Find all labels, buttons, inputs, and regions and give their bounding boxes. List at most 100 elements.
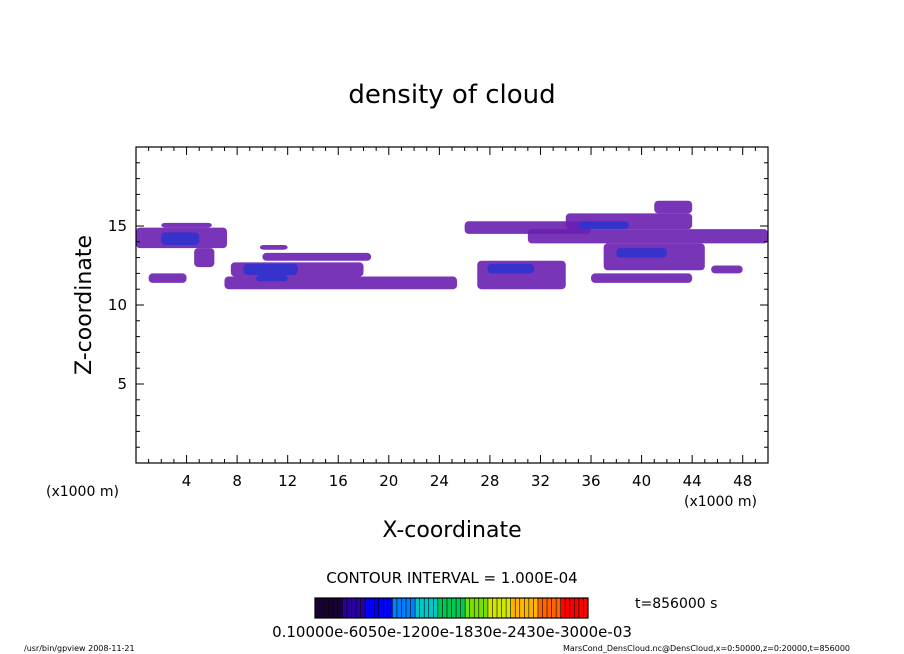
colorbar-swatch bbox=[315, 598, 320, 618]
colorbar bbox=[314, 598, 588, 618]
colorbar-swatch bbox=[487, 598, 493, 618]
x-tick-label: 24 bbox=[430, 472, 449, 490]
y-tick-labels: 5 10 15 bbox=[108, 217, 127, 393]
colorbar-swatch bbox=[342, 598, 347, 618]
colorbar-swatch bbox=[392, 598, 397, 618]
density-region-19 bbox=[711, 265, 743, 274]
colorbar-swatch bbox=[565, 598, 570, 618]
footer-left: /usr/bin/gpview 2008-11-21 bbox=[24, 644, 135, 653]
colorbar-swatch bbox=[433, 598, 438, 618]
footer-right: MarsCond_DensCloud.nc@DensCloud,x=0:5000… bbox=[563, 644, 850, 653]
colorbar-swatch bbox=[528, 598, 534, 618]
colorbar-swatch bbox=[510, 598, 516, 618]
colorbar-swatch bbox=[351, 598, 356, 618]
x-tick-label: 28 bbox=[480, 472, 499, 490]
colorbar-swatch bbox=[415, 598, 420, 618]
colorbar-swatch bbox=[428, 598, 434, 618]
colorbar-swatch bbox=[387, 598, 393, 618]
colorbar-swatch bbox=[451, 598, 457, 618]
colorbar-swatch bbox=[551, 598, 557, 618]
colorbar-swatch bbox=[419, 598, 425, 618]
y-tick-label: 5 bbox=[117, 375, 127, 393]
density-region-21 bbox=[578, 221, 629, 230]
density-region-16 bbox=[654, 200, 693, 214]
x-tick-label: 8 bbox=[232, 472, 242, 490]
colorbar-swatch bbox=[324, 598, 329, 618]
density-region-3 bbox=[148, 273, 187, 283]
colorbar-swatch bbox=[333, 598, 338, 618]
colorbar-swatch bbox=[474, 598, 479, 618]
colorbar-swatch bbox=[578, 598, 584, 618]
contour-interval-label: CONTOUR INTERVAL = 1.000E-04 bbox=[326, 569, 577, 587]
x-tick-label: 44 bbox=[683, 472, 702, 490]
colorbar-swatch bbox=[456, 598, 461, 618]
x-tick-label: 32 bbox=[531, 472, 550, 490]
colorbar-swatch bbox=[497, 598, 502, 618]
colorbar-swatch bbox=[337, 598, 343, 618]
density-region-20 bbox=[616, 248, 667, 258]
colorbar-swatch bbox=[574, 598, 579, 618]
colorbar-swatch bbox=[446, 598, 452, 618]
colorbar-swatch bbox=[369, 598, 375, 618]
x-tick-label: 40 bbox=[632, 472, 651, 490]
colorbar-swatch bbox=[542, 598, 548, 618]
x-axis-label: X-coordinate bbox=[382, 518, 521, 543]
density-region-1 bbox=[161, 222, 212, 228]
colorbar-swatch bbox=[410, 598, 416, 618]
x-tick-label: 20 bbox=[379, 472, 398, 490]
density-region-2 bbox=[194, 248, 215, 268]
x-tick-label: 48 bbox=[733, 472, 752, 490]
axis-ticks bbox=[136, 147, 768, 463]
colorbar-swatch bbox=[469, 598, 475, 618]
colorbar-swatch bbox=[547, 598, 552, 618]
colorbar-swatch bbox=[460, 598, 466, 618]
x-tick-label: 4 bbox=[182, 472, 192, 490]
colorbar-swatch bbox=[524, 598, 529, 618]
density-region-8 bbox=[259, 244, 288, 250]
colorbar-swatch bbox=[569, 598, 575, 618]
colorbar-swatch bbox=[406, 598, 411, 618]
x-unit-left: (x1000 m) bbox=[46, 484, 119, 500]
colorbar-swatch bbox=[478, 598, 484, 618]
x-tick-labels: 4 8 12 16 20 24 28 32 36 40 44 48 bbox=[182, 472, 752, 490]
colorbar-swatch bbox=[437, 598, 443, 618]
colorbar-swatch bbox=[465, 598, 470, 618]
colorbar-swatch bbox=[537, 598, 543, 618]
x-tick-label: 12 bbox=[278, 472, 297, 490]
colorbar-swatch bbox=[346, 598, 352, 618]
chart-title: density of cloud bbox=[348, 80, 555, 110]
y-tick-label: 10 bbox=[108, 296, 127, 314]
colorbar-swatch bbox=[483, 598, 488, 618]
y-tick-label: 15 bbox=[108, 217, 127, 235]
density-region-7 bbox=[262, 252, 372, 261]
colorbar-swatch bbox=[360, 598, 366, 618]
density-region-9 bbox=[243, 263, 298, 275]
colorbar-swatch bbox=[492, 598, 497, 618]
colorbar-swatch bbox=[383, 598, 388, 618]
colorbar-swatch bbox=[355, 598, 361, 618]
colorbar-swatch bbox=[533, 598, 538, 618]
colorbar-swatch bbox=[424, 598, 429, 618]
colorbar-swatch bbox=[501, 598, 507, 618]
colorbar-tick-labels: 0.10000e-6050e-1200e-1830e-2430e-3000e-0… bbox=[272, 623, 632, 641]
colorbar-swatch bbox=[583, 598, 588, 618]
colorbar-swatch bbox=[401, 598, 406, 618]
density-region-18 bbox=[591, 273, 693, 283]
x-tick-label: 36 bbox=[581, 472, 600, 490]
colorbar-swatch bbox=[319, 598, 325, 618]
colorbar-swatch bbox=[374, 598, 379, 618]
colorbar-swatch bbox=[506, 598, 511, 618]
density-region-14 bbox=[527, 229, 768, 244]
density-region-4 bbox=[161, 232, 200, 245]
time-label: t=856000 s bbox=[635, 596, 717, 612]
x-unit-right: (x1000 m) bbox=[684, 494, 757, 510]
density-region-10 bbox=[256, 274, 288, 282]
x-tick-label: 16 bbox=[329, 472, 348, 490]
colorbar-swatch bbox=[519, 598, 525, 618]
plot-frame bbox=[135, 146, 769, 464]
y-axis-label: Z-coordinate bbox=[72, 235, 97, 375]
colorbar-swatch bbox=[378, 598, 384, 618]
colorbar-frame bbox=[314, 597, 589, 619]
colorbar-swatch bbox=[515, 598, 520, 618]
